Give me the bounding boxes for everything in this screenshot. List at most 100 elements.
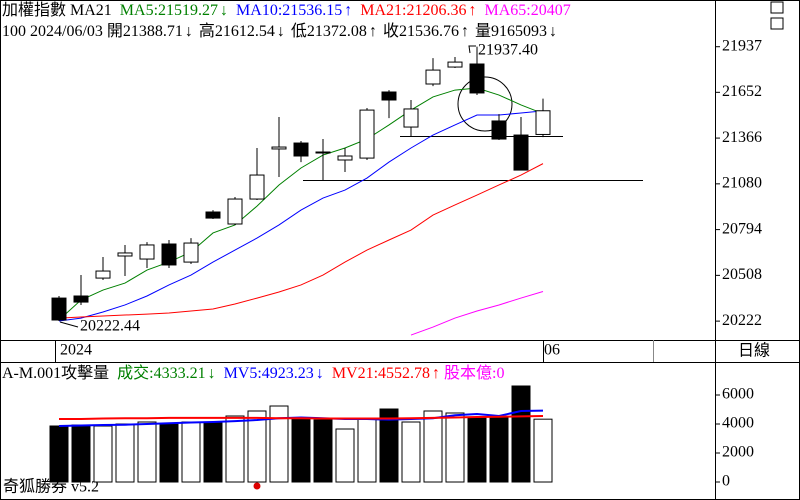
legend-arrow: ↑: [432, 365, 440, 382]
candle-body: [205, 211, 221, 219]
quote-item: 100 2024/06/03 開21388.71: [2, 23, 183, 40]
legend-entry: MV5:4923.23: [224, 365, 314, 382]
ma-line: [58, 87, 544, 321]
volume-bar: [49, 425, 69, 483]
candle-body: [359, 109, 375, 159]
candle-body: [381, 91, 397, 101]
mv-line: [59, 414, 544, 421]
y-tick-label: 2000: [722, 444, 754, 461]
legend-arrow: ↓: [316, 365, 324, 382]
volume-bar: [511, 385, 531, 483]
y-tick-label: 4000: [722, 415, 754, 432]
legend-entry: MA65:20407: [485, 2, 571, 19]
volume-bar: [445, 412, 465, 483]
y-tick-label: 20794: [722, 220, 762, 237]
volume-bar: [93, 425, 113, 483]
volume-bar: [313, 419, 333, 483]
candle-body: [535, 110, 551, 135]
candle-body: [491, 120, 507, 140]
legend-entry: 股本億:0: [444, 364, 504, 382]
quote-item: 低21372.08: [291, 22, 367, 40]
annotation: 20222.44: [80, 318, 140, 335]
quote-info: 100 2024/06/03 開21388.71 ↓ 高21612.54 ↓ 低2137…: [2, 22, 557, 40]
window-button[interactable]: [770, 17, 784, 30]
volume-bar: [533, 418, 553, 483]
candle-body: [425, 69, 441, 85]
quote-arrow: ↑: [369, 23, 377, 40]
candle-body: [513, 134, 529, 171]
y-tick-label: 20222: [722, 312, 762, 329]
quote-item: 高21612.54: [199, 22, 275, 40]
y-tick-label: 0: [722, 473, 730, 490]
volume-bar: [379, 408, 399, 483]
candle-body: [227, 198, 243, 225]
legend-entry: 成交:4333.21: [117, 364, 205, 382]
y-tick-label: 21652: [722, 83, 762, 100]
chart-title: A-M.001攻擊量: [2, 364, 109, 382]
volume-bar: [159, 423, 179, 483]
volume-bar: [203, 421, 223, 483]
candle-body: [403, 108, 419, 128]
legend-entry: MA21:21206.36: [360, 2, 466, 19]
volume-bar: [71, 424, 91, 483]
candle-body: [315, 151, 331, 154]
annotation: 21937.40: [478, 42, 538, 59]
volume-bar: [335, 428, 355, 483]
volume-bar: [489, 417, 509, 483]
candle-body: [51, 297, 67, 321]
candle-body: [161, 243, 177, 266]
candle-body: [95, 270, 111, 279]
x-tick-label: 2024: [60, 342, 92, 359]
volume-bar: [247, 410, 267, 483]
ma-line: [58, 110, 544, 322]
y-tick-label: 21366: [722, 129, 762, 146]
volume-bar: [137, 421, 157, 483]
candle-body: [73, 295, 89, 303]
volume-bar: [423, 410, 443, 483]
legend-arrow: ↓: [208, 365, 216, 382]
candle-body: [337, 155, 353, 161]
quote-arrow: ↓: [185, 23, 193, 40]
y-tick-label: 20508: [722, 266, 762, 283]
candle-body: [469, 63, 485, 94]
volume-bar: [467, 417, 487, 483]
annotation-leader: [59, 321, 79, 328]
volume-bar: [269, 405, 289, 483]
quote-arrow: ↓: [277, 23, 285, 40]
x-tick-label: 06: [544, 342, 560, 359]
volume-bar: [181, 421, 201, 483]
legend-entry: MA10:21536.15: [236, 2, 342, 19]
ma-line: [410, 291, 544, 336]
legend-arrow: ↑: [344, 2, 352, 19]
candle-body: [271, 146, 287, 150]
volume-bar: [401, 421, 421, 483]
y-tick-label: 21937: [722, 37, 762, 54]
y-tick-label: 21080: [722, 175, 762, 192]
candle-body: [117, 252, 133, 257]
legend-arrow: ↓: [220, 2, 228, 19]
drawn-circle: [457, 76, 513, 132]
candle-body: [249, 174, 265, 200]
candle-body: [139, 244, 155, 260]
volume-bar: [291, 417, 311, 483]
period-label: 日線: [738, 342, 770, 360]
legend-entry: MV21:4552.78: [332, 365, 430, 382]
ma-line: [58, 163, 544, 319]
candle-body: [447, 61, 463, 68]
signal-dot: [253, 482, 261, 490]
window-button[interactable]: [770, 1, 784, 14]
legend: A-M.001攻擊量 成交:4333.21 ↓ MV5:4923.23 ↓ MV21:45…: [2, 364, 505, 382]
y-tick-label: 6000: [722, 386, 754, 403]
candle-body: [293, 142, 309, 157]
annotation-leader: [468, 45, 476, 54]
legend: 加權指數 MA21 MA5:21519.27 ↓ MA10:21536.15 ↑ MA21…: [2, 1, 571, 19]
candle-body: [183, 242, 199, 263]
legend-arrow: ↑: [469, 2, 477, 19]
volume-bar: [357, 417, 377, 483]
volume-bar: [225, 415, 245, 483]
legend-entry: MA5:21519.27: [120, 2, 218, 19]
chart-title: 加權指數 MA21: [2, 1, 112, 19]
quote-arrow: ↑: [461, 23, 469, 40]
